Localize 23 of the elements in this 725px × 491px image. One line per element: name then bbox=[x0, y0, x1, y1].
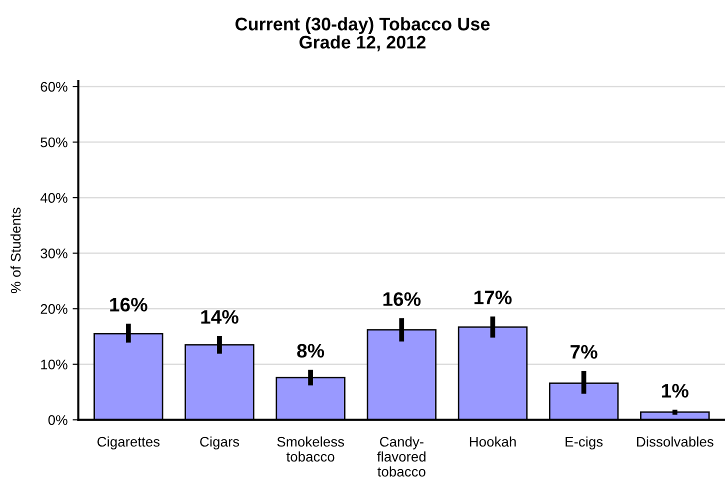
x-tick-label: Candy- flavored tobacco bbox=[377, 436, 426, 477]
data-label: 8% bbox=[297, 344, 324, 358]
x-tick-label: Hookah bbox=[470, 436, 516, 447]
x-tick-label: E-cigs bbox=[566, 436, 603, 450]
y-tick-label: 60% bbox=[40, 82, 68, 92]
y-tick-label: 10% bbox=[41, 360, 68, 370]
data-label: 14% bbox=[201, 310, 238, 324]
data-label: 16% bbox=[383, 292, 421, 306]
data-label: 1% bbox=[662, 384, 688, 398]
data-label: 7% bbox=[570, 345, 598, 359]
y-tick-label: 0% bbox=[48, 415, 68, 425]
y-tick-label: 40% bbox=[40, 192, 68, 203]
data-label: 16% bbox=[110, 298, 148, 312]
chart-title: Current (30-day) Tobacco Use Grade 12, 2012 bbox=[235, 17, 490, 52]
x-tick-label: Cigarettes bbox=[97, 436, 160, 450]
y-tick-label: 50% bbox=[40, 137, 68, 148]
data-label: 17% bbox=[474, 290, 512, 304]
x-tick-label: Cigars bbox=[200, 436, 240, 450]
x-tick-label: Smokeless tobacco bbox=[277, 436, 344, 462]
y-axis-title: % of Students bbox=[10, 208, 21, 294]
x-tick-label: Dissolvables bbox=[637, 436, 714, 447]
y-tick-label: 20% bbox=[40, 304, 68, 314]
y-tick-label: 30% bbox=[40, 248, 68, 258]
